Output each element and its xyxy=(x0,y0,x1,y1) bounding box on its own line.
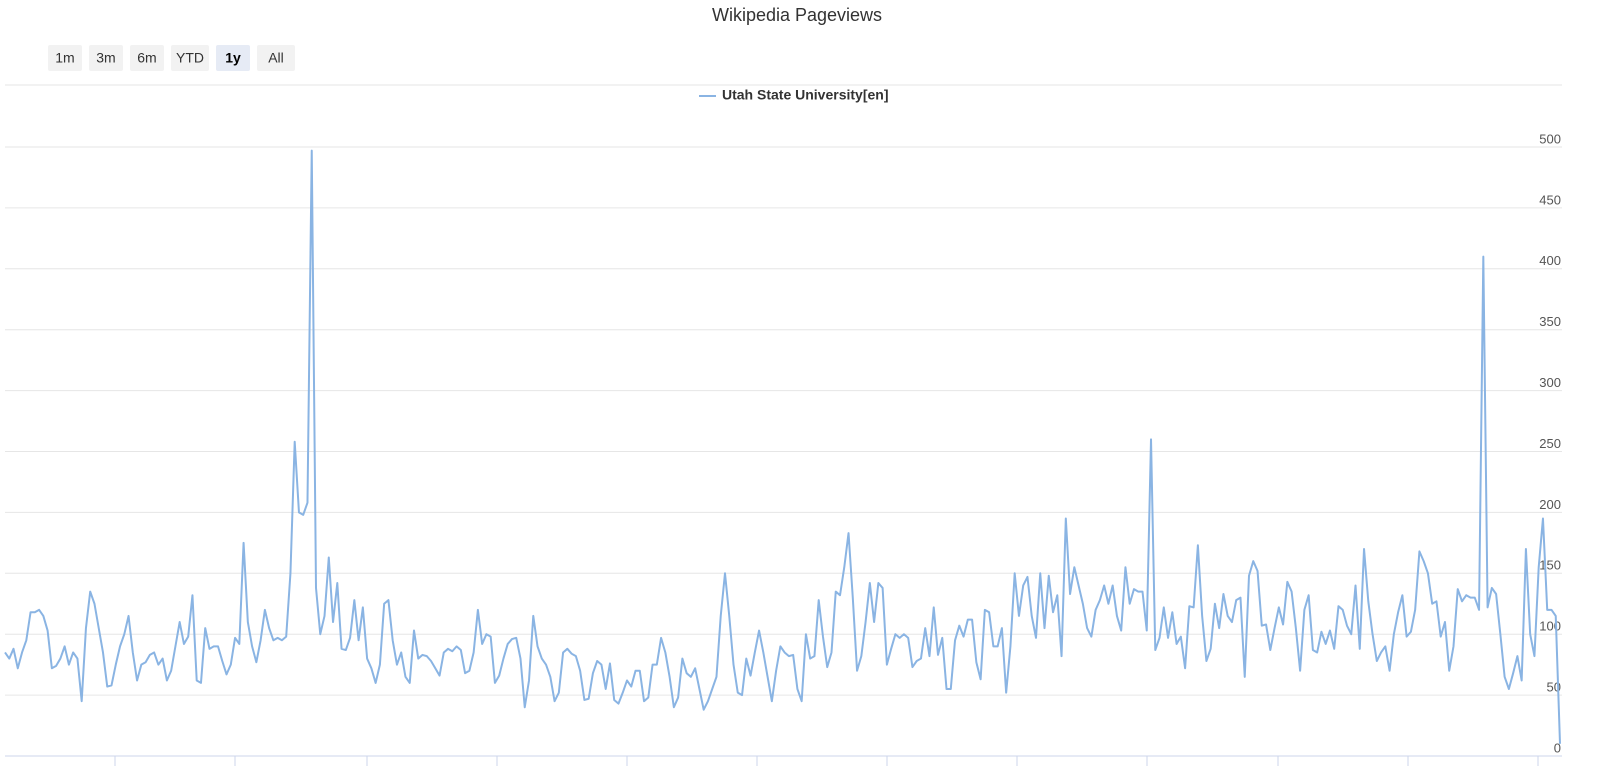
y-tick-label: 0 xyxy=(1554,740,1561,755)
range-button-label[interactable]: 3m xyxy=(96,50,115,66)
y-tick-label: 350 xyxy=(1539,314,1561,329)
x-axis-ticks xyxy=(114,756,1539,766)
range-button[interactable] xyxy=(89,45,123,71)
y-tick-label: 450 xyxy=(1539,192,1561,207)
legend-label[interactable]: Utah State University[en] xyxy=(722,87,888,103)
range-button-label[interactable]: 1m xyxy=(55,50,74,66)
y-tick-label: 100 xyxy=(1539,619,1561,634)
chart-title: Wikipedia Pageviews xyxy=(712,5,882,25)
range-button-label[interactable]: YTD xyxy=(176,50,204,66)
range-button[interactable] xyxy=(257,45,295,71)
y-tick-label: 300 xyxy=(1539,375,1561,390)
y-tick-label: 500 xyxy=(1539,131,1561,146)
range-button[interactable] xyxy=(130,45,164,71)
y-tick-label: 400 xyxy=(1539,253,1561,268)
range-button[interactable] xyxy=(216,45,250,71)
y-tick-label: 250 xyxy=(1539,436,1561,451)
y-tick-label: 150 xyxy=(1539,558,1561,573)
y-tick-label: 200 xyxy=(1539,497,1561,512)
series-line xyxy=(4,149,1561,744)
range-button-label[interactable]: 1y xyxy=(225,50,241,66)
range-button[interactable] xyxy=(48,45,82,71)
range-button[interactable] xyxy=(171,45,209,71)
range-button-label[interactable]: 6m xyxy=(137,50,156,66)
range-button-label[interactable]: All xyxy=(268,50,284,66)
